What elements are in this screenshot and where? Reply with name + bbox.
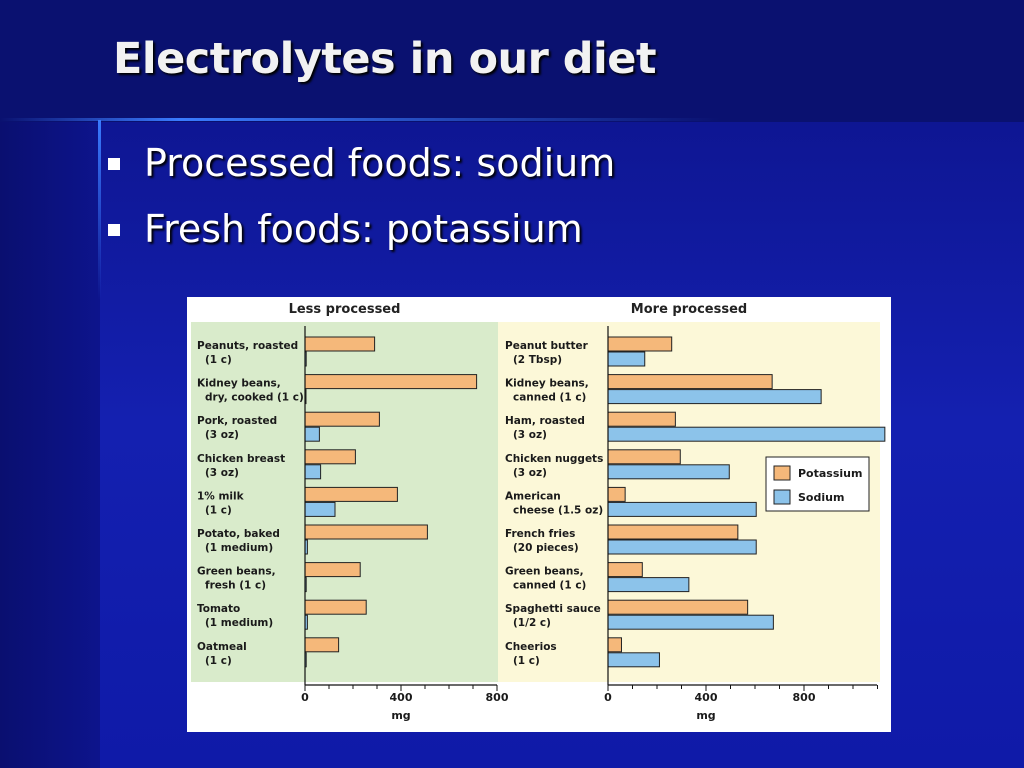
x-axis-label: mg — [391, 709, 410, 722]
category-label: (1 c) — [513, 655, 540, 667]
potassium-bar — [304, 374, 478, 390]
slide-title: Electrolytes in our diet — [113, 34, 657, 84]
potassium-bar — [607, 411, 676, 427]
category-label: Potato, baked — [197, 528, 280, 540]
potassium-bar — [304, 524, 428, 540]
x-axis-label: mg — [696, 709, 715, 722]
category-label: canned (1 c) — [513, 392, 586, 404]
category-label: Chicken nuggets — [505, 453, 603, 465]
potassium-bar — [607, 336, 673, 352]
potassium-bar — [304, 449, 356, 465]
legend-swatch — [773, 465, 791, 481]
vertical-divider — [98, 120, 101, 300]
sodium-bar — [607, 464, 730, 480]
sodium-bar — [607, 539, 757, 555]
sodium-bar — [607, 389, 822, 405]
sodium-bar — [607, 614, 774, 630]
potassium-bar — [304, 637, 340, 653]
category-label: fresh (1 c) — [205, 580, 266, 592]
potassium-bar — [304, 486, 398, 502]
sodium-bar — [304, 426, 320, 442]
header-divider — [0, 118, 720, 121]
sodium-bar — [607, 351, 646, 367]
potassium-bar — [304, 562, 361, 578]
sodium-bar — [607, 426, 886, 442]
category-label: Tomato — [197, 603, 240, 615]
x-tick-label: 800 — [793, 691, 816, 704]
category-label: (3 oz) — [205, 429, 239, 441]
category-label: French fries — [505, 528, 575, 540]
x-tick-label: 0 — [604, 691, 612, 704]
category-label: cheese (1.5 oz) — [513, 504, 603, 516]
potassium-bar — [304, 599, 367, 615]
bullet-item: Fresh foods: potassium — [108, 204, 615, 270]
category-label: (20 pieces) — [513, 542, 579, 554]
x-tick-label: 400 — [390, 691, 413, 704]
category-label: Oatmeal — [197, 641, 247, 653]
category-label: American — [505, 490, 561, 502]
potassium-bar — [607, 374, 773, 390]
category-label: Green beans, — [197, 566, 276, 578]
category-label: Ham, roasted — [505, 415, 585, 427]
category-label: (1/2 c) — [513, 617, 551, 629]
potassium-bar — [304, 336, 376, 352]
bullet-square-icon — [108, 224, 120, 236]
category-label: Pork, roasted — [197, 415, 277, 427]
sodium-bar — [607, 501, 757, 517]
category-label: (1 c) — [205, 504, 232, 516]
potassium-bar — [607, 449, 681, 465]
legend-label: Sodium — [798, 491, 844, 504]
sodium-bar — [607, 577, 690, 593]
x-tick-label: 800 — [486, 691, 509, 704]
category-label: (1 medium) — [205, 542, 273, 554]
category-label: (3 oz) — [513, 467, 547, 479]
category-label: Green beans, — [505, 566, 584, 578]
bullet-list: Processed foods: sodium Fresh foods: pot… — [108, 138, 615, 270]
potassium-bar — [607, 637, 622, 653]
panel-title: More processed — [631, 302, 747, 317]
category-label: (1 c) — [205, 354, 232, 366]
x-tick-label: 400 — [695, 691, 718, 704]
category-label: (1 c) — [205, 655, 232, 667]
category-label: (2 Tbsp) — [513, 354, 562, 366]
sodium-bar — [304, 501, 336, 517]
electrolyte-chart: Less processed Peanuts, roasted (1 c) Kidne… — [187, 297, 891, 732]
category-label: Chicken breast — [197, 453, 285, 465]
category-label: canned (1 c) — [513, 580, 586, 592]
category-label: Peanut butter — [505, 340, 589, 352]
category-label: Peanuts, roasted — [197, 340, 298, 352]
sodium-bar — [304, 464, 322, 480]
category-label: dry, cooked (1 c) — [205, 392, 304, 404]
potassium-bar — [607, 562, 643, 578]
sodium-bar — [607, 652, 660, 668]
bullet-item: Processed foods: sodium — [108, 138, 615, 204]
category-label: Kidney beans, — [505, 378, 589, 390]
potassium-bar — [607, 524, 739, 540]
category-label: (1 medium) — [205, 617, 273, 629]
bullet-text: Fresh foods: potassium — [144, 207, 583, 251]
category-label: Kidney beans, — [197, 378, 281, 390]
bar-chart-svg: Less processed Peanuts, roasted (1 c) Kidne… — [191, 302, 886, 722]
potassium-bar — [607, 599, 749, 615]
bullet-square-icon — [108, 158, 120, 170]
category-label: 1% milk — [197, 490, 245, 502]
category-label: Cheerios — [505, 641, 557, 653]
category-label: (3 oz) — [513, 429, 547, 441]
bullet-text: Processed foods: sodium — [144, 141, 616, 185]
x-tick-label: 0 — [301, 691, 309, 704]
legend-swatch — [773, 489, 791, 505]
header-band — [0, 0, 1024, 122]
left-band — [0, 0, 100, 768]
potassium-bar — [607, 486, 626, 502]
panel-title: Less processed — [289, 302, 401, 317]
category-label: Spaghetti sauce — [505, 603, 601, 615]
potassium-bar — [304, 411, 380, 427]
legend-label: Potassium — [798, 467, 862, 480]
category-label: (3 oz) — [205, 467, 239, 479]
